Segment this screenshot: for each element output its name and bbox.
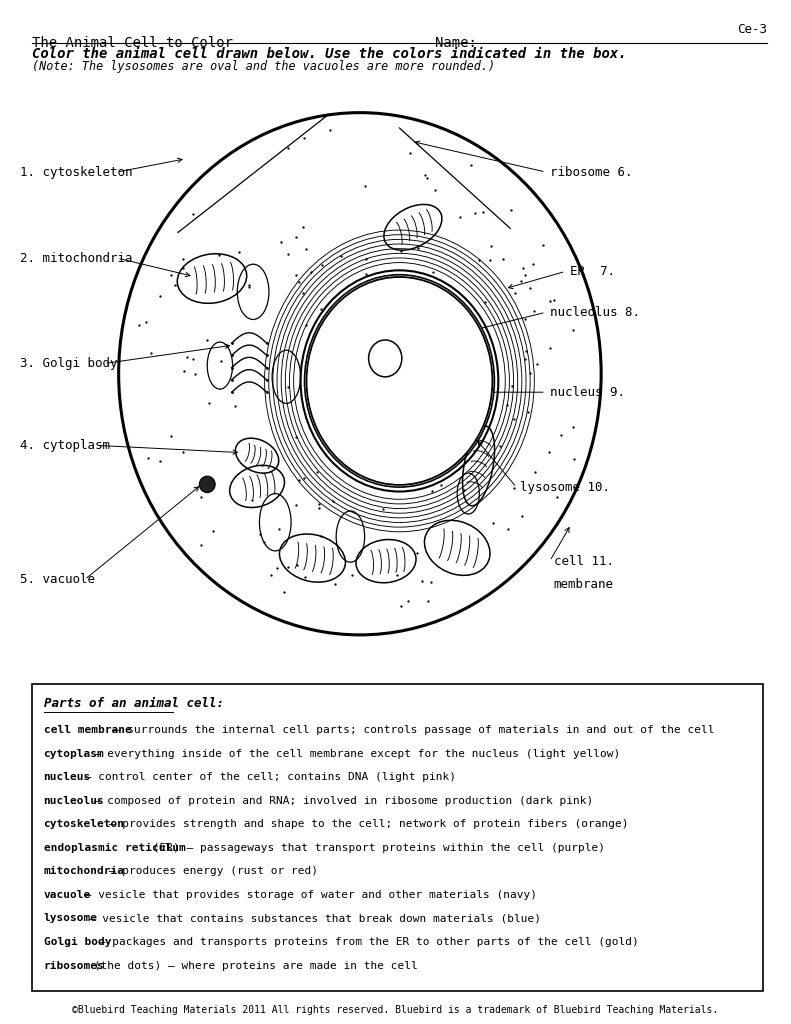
Text: nucleus 9.: nucleus 9. [550, 386, 625, 398]
Text: vacuole: vacuole [44, 890, 91, 900]
Text: cytoplasm: cytoplasm [44, 749, 104, 759]
Bar [32, 684, 763, 991]
Text: – composed of protein and RNA; involved in ribosome production (dark pink): – composed of protein and RNA; involved … [87, 796, 593, 806]
Ellipse shape [369, 340, 402, 377]
Text: 1. cytoskeleton: 1. cytoskeleton [20, 166, 132, 178]
Text: cytoskeleton: cytoskeleton [44, 819, 124, 829]
Text: cell 11.: cell 11. [554, 555, 614, 567]
Text: – vesicle that contains substances that break down materials (blue): – vesicle that contains substances that … [82, 913, 541, 924]
Text: endoplasmic reticulum: endoplasmic reticulum [44, 843, 185, 853]
Text: The Animal Cell to Color: The Animal Cell to Color [32, 36, 233, 50]
Text: Name:: Name: [435, 36, 477, 50]
Ellipse shape [307, 276, 492, 485]
Text: 4. cytoplasm: 4. cytoplasm [20, 439, 110, 452]
Text: nucleolus 8.: nucleolus 8. [550, 306, 640, 318]
Text: – produces energy (rust or red): – produces energy (rust or red) [102, 866, 318, 877]
Text: nucleus: nucleus [44, 772, 91, 782]
Text: – surrounds the internal cell parts; controls passage of materials in and out of: – surrounds the internal cell parts; con… [107, 725, 714, 735]
Text: membrane: membrane [554, 579, 614, 591]
Text: 3. Golgi body: 3. Golgi body [20, 357, 117, 370]
Text: 5. vacuole: 5. vacuole [20, 573, 95, 586]
Text: Parts of an animal cell:: Parts of an animal cell: [44, 697, 224, 711]
Text: (ER) – passageways that transport proteins within the cell (purple): (ER) – passageways that transport protei… [146, 843, 604, 853]
Text: Ce-3: Ce-3 [737, 23, 767, 36]
Ellipse shape [199, 476, 215, 493]
Text: – vesicle that provides storage of water and other materials (navy): – vesicle that provides storage of water… [78, 890, 536, 900]
Text: – provides strength and shape to the cell; network of protein fibers (orange): – provides strength and shape to the cel… [102, 819, 628, 829]
Text: lysosome 10.: lysosome 10. [520, 481, 611, 494]
Text: – control center of the cell; contains DNA (light pink): – control center of the cell; contains D… [78, 772, 456, 782]
Text: ribosomes: ribosomes [44, 961, 104, 971]
Text: ©Bluebird Teaching Materials 2011 All rights reserved. Bluebird is a trademark o: ©Bluebird Teaching Materials 2011 All ri… [72, 1005, 719, 1015]
Text: Golgi body: Golgi body [44, 937, 111, 947]
Text: Color the animal cell drawn below. Use the colors indicated in the box.: Color the animal cell drawn below. Use t… [32, 47, 626, 61]
Ellipse shape [305, 274, 494, 487]
Text: lysosome: lysosome [44, 913, 97, 924]
Text: (Note: The lysosomes are oval and the vacuoles are more rounded.): (Note: The lysosomes are oval and the va… [32, 60, 494, 74]
Text: cell membrane: cell membrane [44, 725, 131, 735]
Text: nucleolus: nucleolus [44, 796, 104, 806]
Text: 2. mitochondria: 2. mitochondria [20, 252, 132, 264]
Text: ER  7.: ER 7. [570, 265, 615, 278]
Text: mitochondria: mitochondria [44, 866, 124, 877]
Text: ribosome 6.: ribosome 6. [550, 166, 632, 178]
Text: (the dots) – where proteins are made in the cell: (the dots) – where proteins are made in … [87, 961, 418, 971]
Text: – everything inside of the cell membrane except for the nucleus (light yellow): – everything inside of the cell membrane… [87, 749, 620, 759]
Text: – packages and transports proteins from the ER to other parts of the cell (gold): – packages and transports proteins from … [92, 937, 639, 947]
